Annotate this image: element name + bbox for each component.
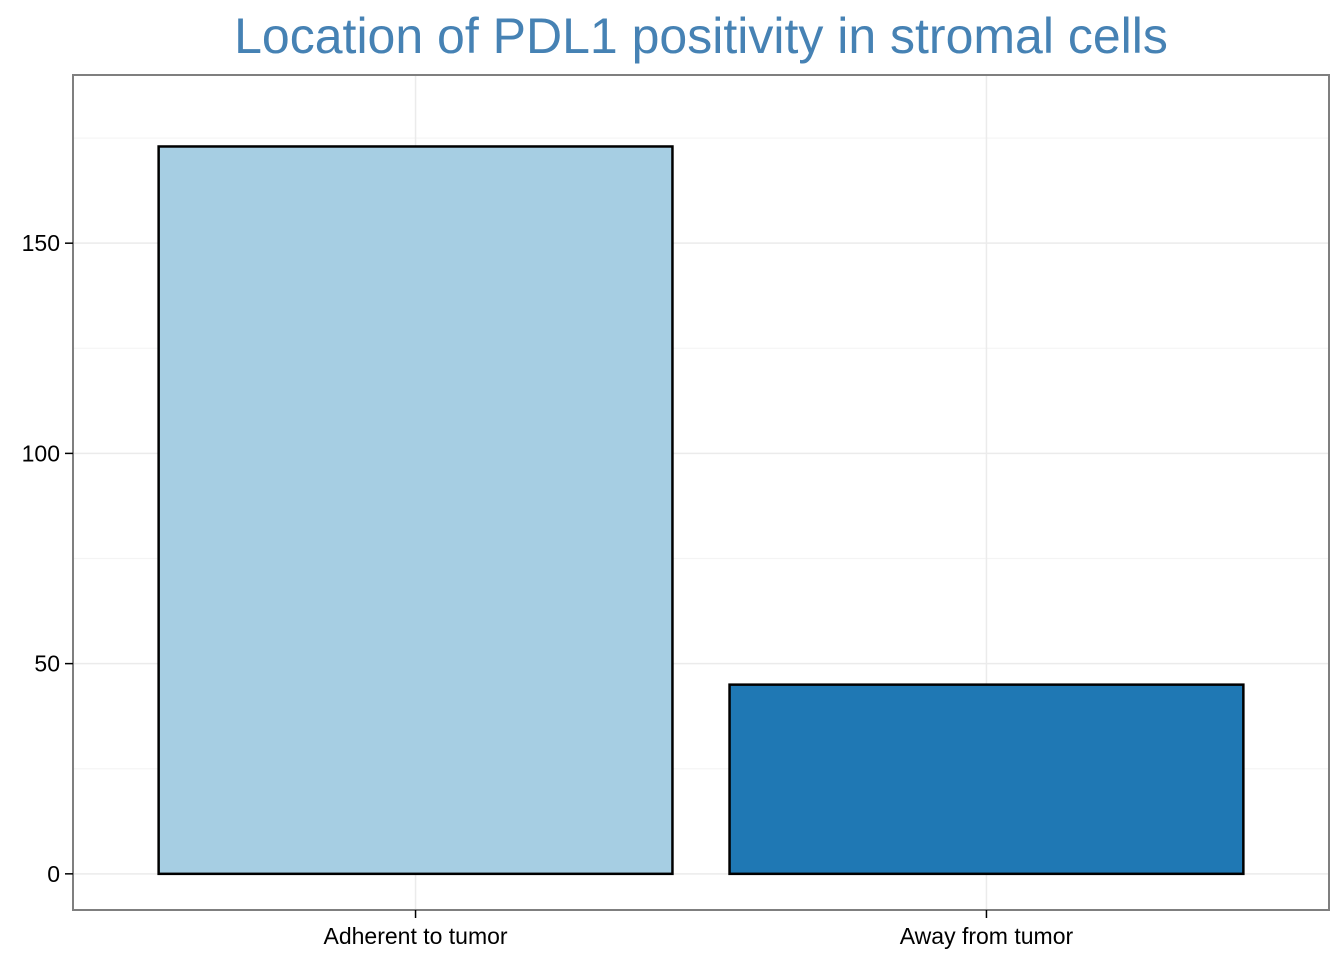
y-tick-label: 0: [47, 861, 60, 887]
bar-1: [157, 145, 674, 876]
bar-series: [157, 145, 1245, 876]
panel-border: [72, 74, 1330, 911]
chart-title: Location of PDL1 positivity in stromal c…: [234, 8, 1168, 64]
x-tick-label: Adherent to tumor: [323, 923, 507, 949]
bar-2: [728, 683, 1245, 876]
y-axis: 0 50 100 150: [22, 230, 73, 887]
y-tick-label: 150: [22, 230, 60, 256]
x-axis: Adherent to tumor Away from tumor: [323, 910, 1073, 949]
x-tick-label: Away from tumor: [900, 923, 1074, 949]
y-tick-label: 50: [34, 651, 60, 677]
y-tick-label: 100: [22, 440, 60, 466]
